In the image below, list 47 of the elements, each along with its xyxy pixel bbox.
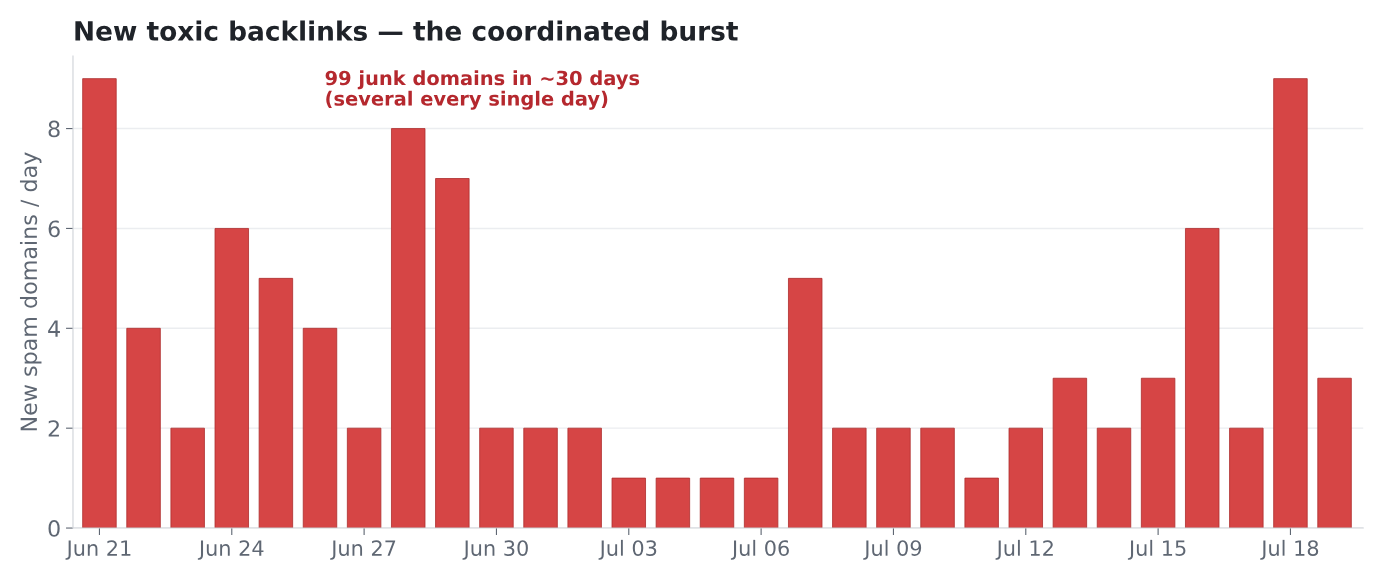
bar — [302, 327, 338, 529]
x-tick-label: Jun 30 — [462, 540, 528, 560]
bar — [699, 477, 735, 529]
bar — [1317, 377, 1352, 529]
x-tick-label: Jul 12 — [995, 539, 1053, 560]
annotation: 99 junk domains in ~30 days (several every single day) — [325, 70, 640, 110]
x-tick-label: Jul 15 — [1127, 539, 1186, 560]
bar — [346, 427, 382, 529]
bar — [788, 277, 823, 529]
bar — [391, 128, 426, 529]
bar — [964, 477, 999, 529]
y-tick-label: 6 — [48, 220, 60, 238]
y-tick-label: 2 — [48, 420, 59, 437]
bar — [435, 178, 470, 529]
y-axis-title: New spam domains / day — [19, 152, 42, 431]
bar — [214, 228, 249, 529]
bar — [126, 327, 161, 529]
bar — [655, 477, 691, 529]
bar — [1052, 377, 1088, 529]
bar — [170, 427, 205, 529]
x-tick-label: Jul 18 — [1260, 539, 1319, 560]
bar — [1096, 427, 1132, 529]
bar — [82, 78, 117, 529]
bar — [479, 427, 514, 529]
x-tick-label: Jul 09 — [863, 539, 922, 560]
bar — [1008, 427, 1043, 529]
bar — [1273, 78, 1308, 529]
bar — [1229, 427, 1264, 529]
x-tick-label: Jun 24 — [197, 540, 264, 560]
bar — [258, 277, 294, 529]
bar — [832, 427, 867, 529]
x-tick-label: Jun 27 — [330, 540, 396, 560]
bar — [1185, 228, 1220, 529]
x-tick-label: Jul 06 — [730, 539, 789, 560]
y-tick-label: 0 — [48, 520, 60, 537]
y-tick-label: 8 — [48, 120, 60, 138]
bar — [567, 427, 602, 529]
chart-title: New toxic backlinks — the coordinated burst — [75, 20, 738, 41]
bar — [876, 427, 911, 529]
bar — [743, 477, 779, 529]
bar — [611, 477, 646, 529]
y-tick-label: 4 — [48, 320, 60, 337]
bar — [1140, 377, 1176, 529]
bar — [523, 427, 558, 529]
bar — [920, 427, 955, 529]
x-tick-label: Jun 21 — [65, 540, 131, 560]
x-tick-label: Jul 03 — [598, 539, 657, 560]
